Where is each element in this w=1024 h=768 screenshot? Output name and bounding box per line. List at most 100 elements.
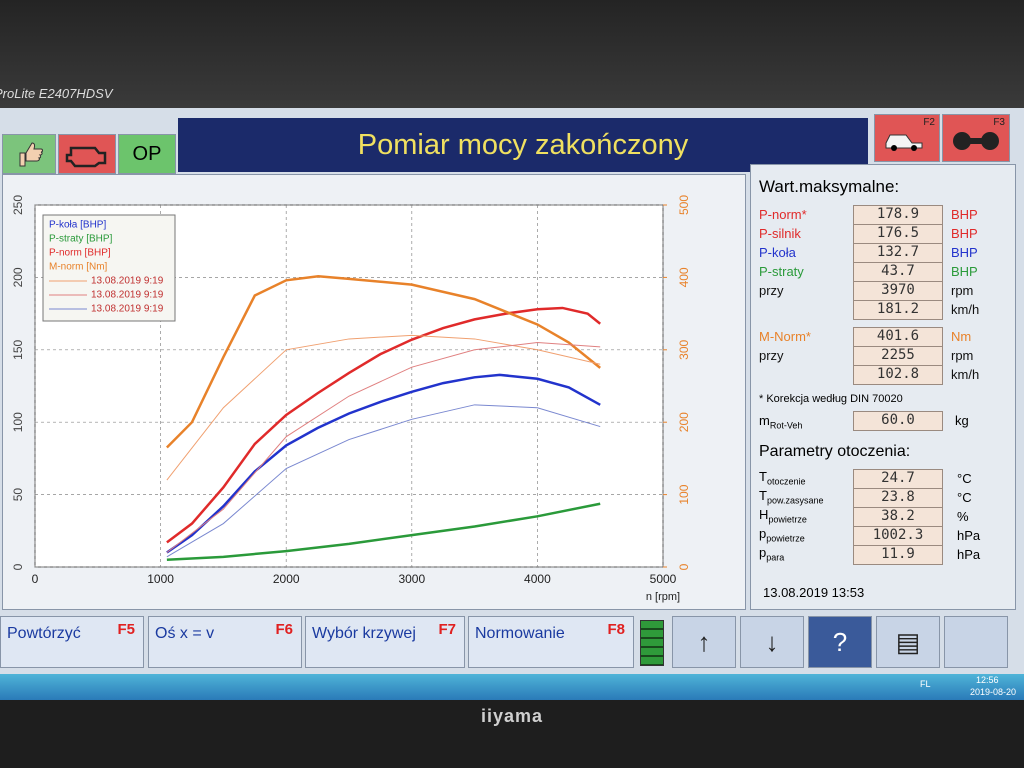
env-label: ppara (759, 545, 785, 563)
y-tick-label: 150 (11, 339, 25, 359)
button-label: Normowanie (475, 625, 565, 642)
x-tick-label: 2000 (273, 572, 300, 586)
x-tick-label: 4000 (524, 572, 551, 586)
env-unit: % (957, 509, 969, 524)
taskbar-lang: FL (920, 679, 931, 689)
f3-button[interactable]: F3 (942, 114, 1010, 162)
env-label: Tpow.zasysane (759, 488, 824, 506)
row-unit: BHP (951, 264, 978, 279)
legend-entry: P-norm [BHP] (49, 248, 111, 259)
env-label: Totoczenie (759, 469, 806, 487)
env-sub: powietrze (766, 533, 805, 544)
function-button[interactable]: Wybór krzywej F7 (305, 616, 465, 668)
monitor-bezel-bottom: iiyama (0, 700, 1024, 768)
row-unit: BHP (951, 207, 978, 222)
panel-title: Wart.maksymalne: (759, 177, 900, 196)
env-sub: powietrze (768, 514, 807, 525)
env-title: Parametry otoczenia: (759, 443, 911, 460)
env-sub: pow.zasysane (766, 495, 824, 506)
function-button[interactable]: Normowanie F8 (468, 616, 634, 668)
screen: OP Pomiar mocy zakończony F2 F3 0 1000 200… (0, 108, 1024, 700)
row-value: 401.6 (853, 327, 943, 347)
y2-tick-label: 400 (677, 267, 691, 287)
button-key: F7 (438, 621, 456, 638)
op-button[interactable]: OP (118, 134, 176, 174)
function-button[interactable]: Oś x = v F6 (148, 616, 302, 668)
row-unit: km/h (951, 367, 980, 382)
series-line (165, 274, 601, 449)
y2-tick-label: 200 (677, 412, 691, 432)
row-label: przy (759, 348, 784, 363)
engine-button[interactable] (58, 134, 116, 174)
button-key: F5 (117, 621, 135, 638)
icon-button[interactable]: ? (808, 616, 872, 668)
y-tick-label: 250 (11, 195, 25, 215)
mass-label: mRot-Veh (759, 413, 803, 431)
monitor-brand: iiyama (480, 706, 544, 726)
x-tick-label: 3000 (398, 572, 425, 586)
thumbs-button[interactable] (2, 134, 56, 174)
row-label: M-Norm* (759, 329, 811, 344)
button-label: Oś x = v (155, 625, 215, 642)
series-line (166, 342, 601, 553)
legend-entry: 13.08.2019 9:19 (91, 290, 164, 301)
row-unit: km/h (951, 302, 980, 317)
env-value: 11.9 (853, 545, 943, 565)
legend-entry: P-koła [BHP] (49, 220, 106, 231)
button-label: Powtórzyć (7, 625, 81, 642)
mass-sub: Rot-Veh (769, 420, 803, 431)
row-value: 181.2 (853, 300, 943, 320)
max-values-panel: Wart.maksymalne: P-norm* 178.9 BHP P-silnik 1… (750, 164, 1016, 610)
series-line (166, 502, 601, 562)
legend-entry: M-norm [Nm] (49, 262, 108, 273)
f2-button[interactable]: F2 (874, 114, 940, 162)
button-key: F6 (275, 621, 293, 638)
f3-key: F3 (993, 117, 1005, 128)
row-value: 2255 (853, 346, 943, 366)
row-unit: BHP (951, 226, 978, 241)
level-meter (640, 620, 664, 666)
legend-entry: 13.08.2019 9:19 (91, 304, 164, 315)
taskbar-time: 12:56 (976, 675, 999, 685)
engine-icon (65, 146, 107, 168)
row-unit: Nm (951, 329, 972, 344)
series-line (166, 334, 601, 481)
series-line (166, 306, 601, 544)
icon-button[interactable]: ↑ (672, 616, 736, 668)
chart: 0 1000 2000 3000 4000 50000501001502002500100… (11, 195, 691, 603)
env-label: ppowietrze (759, 526, 805, 544)
legend-entry: 13.08.2019 9:19 (91, 276, 164, 287)
datetime: 13.08.2019 13:53 (763, 585, 865, 600)
row-label: P-koła (759, 245, 796, 260)
taskbar-date: 2019-08-20 (970, 687, 1017, 697)
icon-button[interactable]: ▤ (876, 616, 940, 668)
icon-button[interactable]: ↓ (740, 616, 804, 668)
env-sub: para (766, 552, 785, 563)
mass-value: 60.0 (853, 411, 943, 431)
function-button[interactable]: Powtórzyć F5 (0, 616, 144, 668)
env-value: 1002.3 (853, 526, 943, 546)
y2-tick-label: 0 (677, 563, 691, 570)
row-label: P-silnik (759, 226, 801, 241)
row-value: 178.9 (853, 205, 943, 225)
icon-button[interactable] (944, 616, 1008, 668)
env-sub: otoczenie (766, 476, 806, 487)
taskbar: FL 12:56 2019-08-20 (0, 674, 1024, 700)
x-axis-label: n [rpm] (646, 591, 680, 603)
row-value: 102.8 (853, 365, 943, 385)
y2-tick-label: 500 (677, 195, 691, 215)
y-tick-label: 0 (11, 563, 25, 570)
env-value: 24.7 (853, 469, 943, 489)
y2-tick-label: 100 (677, 484, 691, 504)
y-tick-label: 200 (11, 267, 25, 287)
env-label: Hpowietrze (759, 507, 807, 525)
legend: P-koła [BHP] P-straty [BHP] P-norm [BHP] M-… (42, 214, 176, 322)
footnote: * Korekcja według DIN 70020 (759, 393, 903, 405)
row-label: przy (759, 283, 784, 298)
row-unit: rpm (951, 283, 974, 298)
button-key: F8 (607, 621, 625, 638)
y-tick-label: 100 (11, 412, 25, 432)
row-value: 132.7 (853, 243, 943, 263)
button-label: Wybór krzywej (312, 625, 416, 642)
